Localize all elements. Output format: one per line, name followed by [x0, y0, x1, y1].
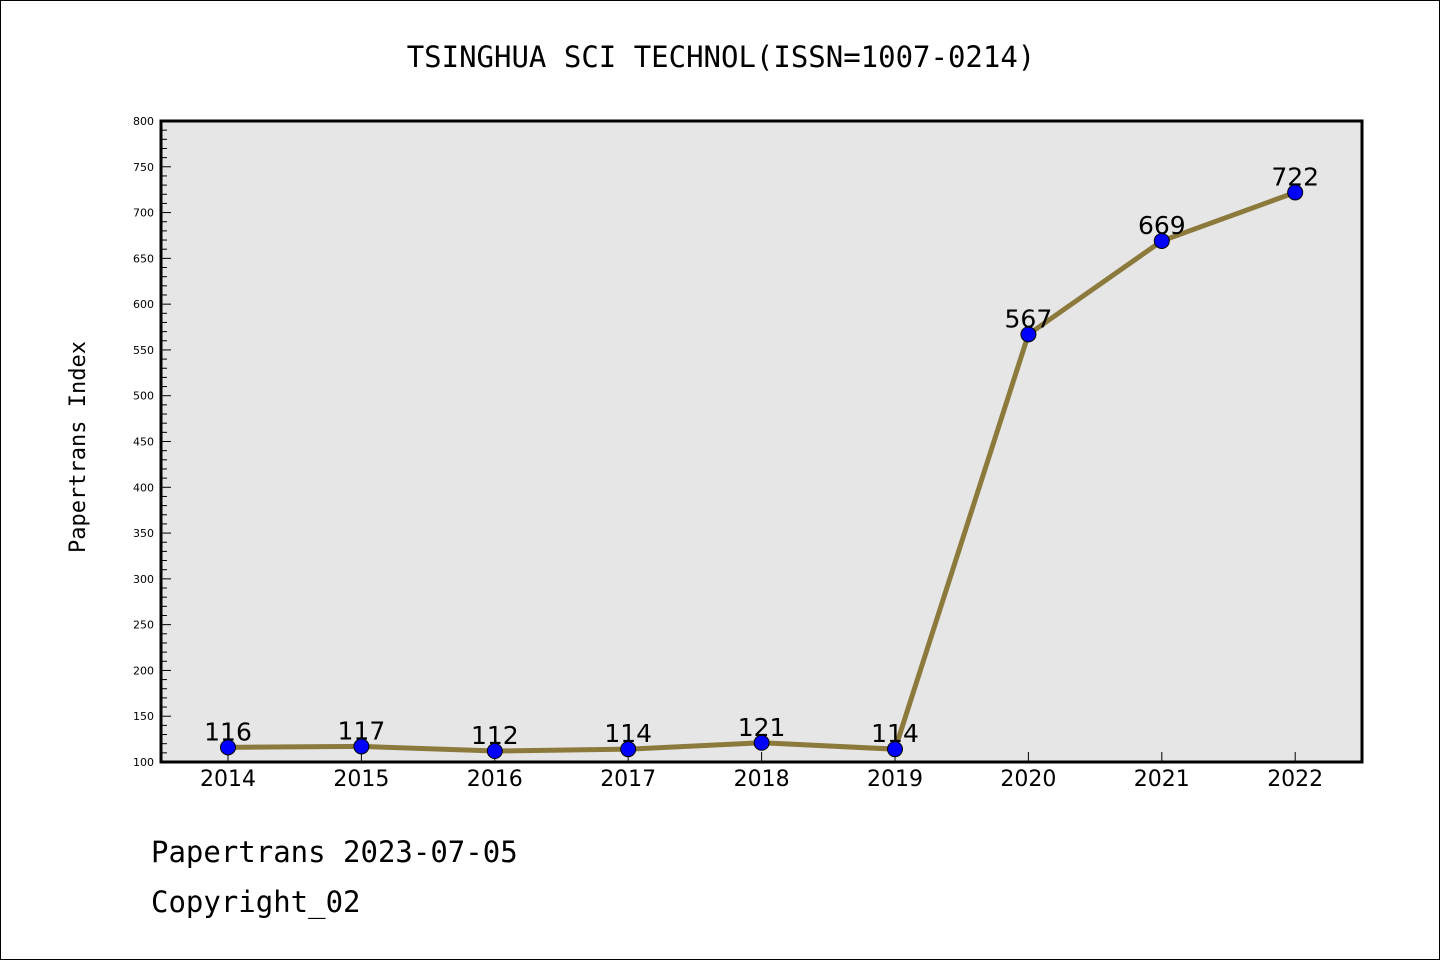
- x-tick-label: 2015: [333, 767, 389, 792]
- data-point: [887, 741, 903, 758]
- data-point: [753, 734, 770, 751]
- plot-area: [161, 121, 1362, 762]
- y-axis-ticks: 100 150 200 250 300 350 400 450 500 550 600 650 700 7…: [133, 115, 171, 769]
- y-tick-label: 250: [133, 619, 154, 632]
- data-label: 114: [871, 719, 919, 748]
- data-point: [1153, 232, 1170, 249]
- y-tick-label: 650: [133, 252, 154, 265]
- data-point: [353, 738, 370, 755]
- footer-date: Papertrans 2023-07-05: [151, 835, 518, 869]
- y-tick-label: 300: [133, 573, 154, 586]
- y-tick-label: 200: [133, 664, 154, 677]
- data-label: 722: [1271, 162, 1319, 191]
- data-label: 112: [471, 721, 519, 750]
- y-axis-label: Papertrans Index: [66, 341, 91, 553]
- x-tick-label: 2020: [1000, 767, 1056, 792]
- data-label: 117: [338, 716, 386, 745]
- data-label: 116: [204, 717, 252, 746]
- data-point: [620, 741, 637, 758]
- y-tick-label: 450: [133, 436, 154, 449]
- x-tick-label: 2022: [1267, 767, 1323, 792]
- data-label: 567: [1005, 304, 1053, 333]
- data-point: [1287, 184, 1304, 201]
- y-tick-label: 700: [133, 207, 154, 220]
- x-tick-label: 2019: [867, 767, 923, 792]
- data-label: 669: [1138, 211, 1186, 240]
- x-tick-label: 2021: [1134, 767, 1190, 792]
- x-tick-label: 2018: [734, 767, 790, 792]
- data-markers: [220, 184, 1304, 760]
- data-label: 114: [604, 719, 652, 748]
- y-tick-label: 500: [133, 390, 154, 403]
- y-tick-label: 350: [133, 527, 154, 540]
- y-tick-label: 400: [133, 481, 154, 494]
- data-label: 121: [738, 713, 786, 742]
- y-tick-label: 150: [133, 710, 154, 723]
- plot-border: [159, 119, 1364, 764]
- data-point: [220, 739, 236, 756]
- y-tick-label: 750: [133, 161, 154, 174]
- y-tick-label: 600: [133, 298, 154, 311]
- y-tick-label: 800: [133, 115, 154, 128]
- data-point: [486, 743, 503, 760]
- x-axis-ticks: 2014 2015 2016 2017 2018 2019 2020 2021 2022: [200, 752, 1323, 792]
- x-tick-label: 2016: [467, 767, 523, 792]
- data-labels: 116 117 112 114 121 114 567 669 722: [204, 162, 1319, 750]
- footer-copyright: Copyright_02: [151, 885, 361, 919]
- x-tick-label: 2017: [600, 767, 656, 792]
- y-tick-label: 100: [133, 756, 154, 769]
- chart-title: TSINGHUA SCI TECHNOL(ISSN=1007-0214): [407, 40, 1036, 74]
- x-tick-label: 2014: [200, 767, 256, 792]
- data-point: [1020, 326, 1037, 343]
- y-tick-label: 550: [133, 344, 154, 357]
